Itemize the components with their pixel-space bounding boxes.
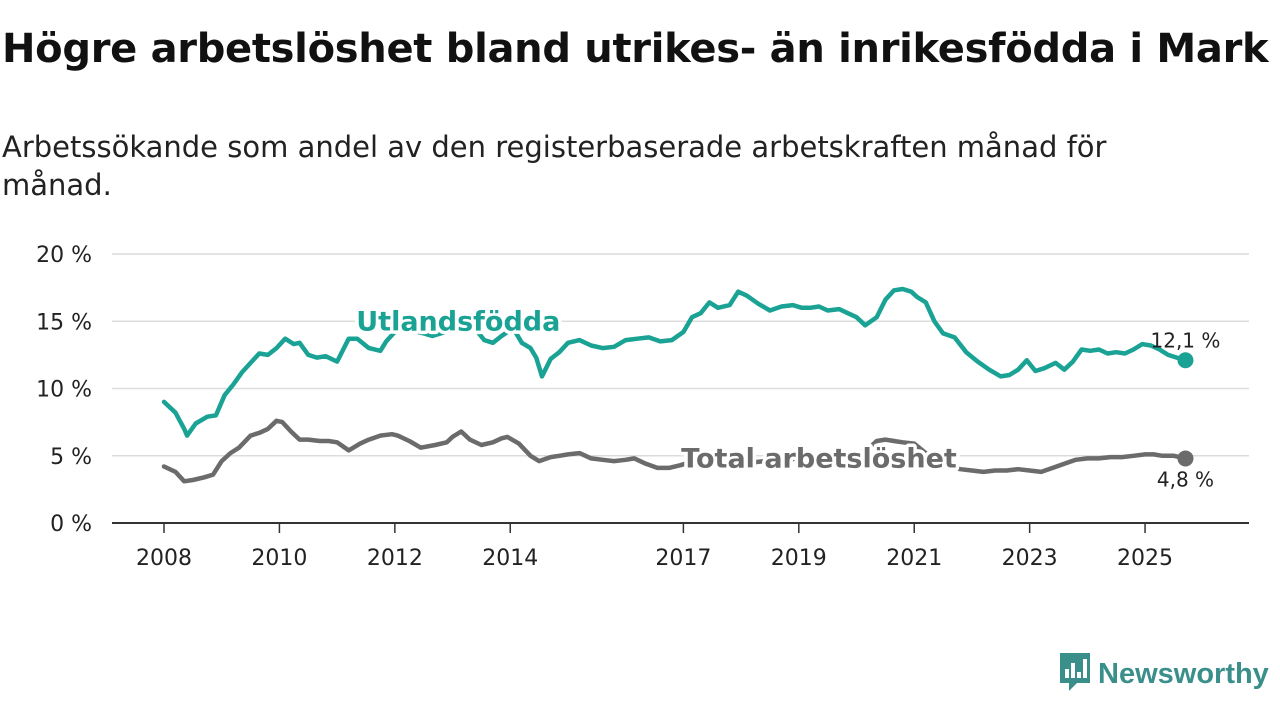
series-annotation: Total arbetslöshet — [681, 443, 957, 474]
brand-logo: Newsworthy — [1058, 652, 1269, 696]
x-tick-label: 2008 — [136, 546, 192, 571]
series-annotation: Utlandsfödda — [356, 306, 560, 337]
series-end-label: 4,8 % — [1157, 467, 1214, 491]
y-tick-label: 0 % — [50, 512, 92, 537]
x-tick-label: 2014 — [482, 546, 538, 571]
y-tick-label: 5 % — [50, 445, 92, 470]
page-subtitle: Arbetssökande som andel av den registerb… — [2, 130, 1107, 202]
brand-name: Newsworthy — [1098, 657, 1269, 690]
series-end-label: 12,1 % — [1151, 328, 1221, 352]
y-tick-label: 10 % — [36, 378, 92, 403]
y-tick-label: 20 % — [36, 243, 92, 268]
series-end-dot-utlandsf-dda — [1177, 352, 1194, 369]
page-title: Högre arbetslöshet bland utrikes- än inr… — [2, 26, 1269, 72]
x-tick-label: 2019 — [771, 546, 827, 571]
series-line-utlandsf-dda — [161, 286, 1188, 438]
newsworthy-logo-icon — [1058, 651, 1092, 697]
x-tick-label: 2010 — [251, 546, 307, 571]
y-tick-label: 15 % — [36, 310, 92, 335]
series-line-total-arbetsl-shet — [161, 418, 1188, 484]
x-tick-label: 2025 — [1117, 546, 1173, 571]
x-tick-label: 2012 — [367, 546, 423, 571]
x-tick-label: 2021 — [886, 546, 942, 571]
line-chart: 0 % 5 % 10 % 15 % 20 % 2008 2010 2012 2014 2017 2… — [36, 243, 1249, 571]
series-end-dot-total-arbetsl-shet — [1177, 450, 1194, 467]
x-tick-label: 2023 — [1002, 546, 1058, 571]
x-tick-label: 2017 — [655, 546, 711, 571]
